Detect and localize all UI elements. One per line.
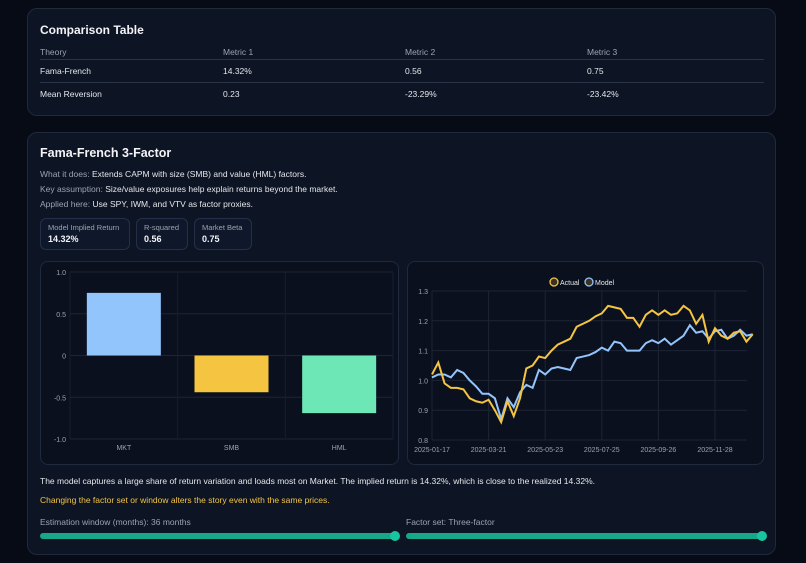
y-tick-label: 1.1 (418, 349, 428, 356)
label: Key assumption: (40, 184, 103, 194)
stat-market-beta: Market Beta 0.75 (194, 218, 252, 250)
comparison-table: Theory Metric 1 Metric 2 Metric 3 Fama-F… (40, 45, 764, 105)
model-title: Fama-French 3-Factor (40, 146, 172, 160)
bar-hml (302, 355, 377, 414)
stat-label: Model Implied Return (48, 223, 120, 232)
cell: -23.42% (587, 88, 619, 99)
stat-label: Market Beta (202, 223, 243, 232)
stat-value: 0.56 (144, 234, 162, 244)
model-card: Fama-French 3-Factor What it does: Exten… (27, 132, 776, 555)
col-header: Metric 2 (405, 45, 587, 60)
cell: 0.23 (223, 88, 240, 99)
stat-label: R-squared (144, 223, 180, 232)
x-tick-label: 2025-01-17 (414, 447, 450, 454)
window-slider-track[interactable] (40, 531, 400, 541)
y-tick-label: -0.5 (54, 395, 66, 402)
actual-vs-model-chart: 1.3 1.2 1.1 1.0 0.9 0.8 2025-01-17 2025-03-21 20… (407, 261, 764, 465)
table-row: Fama-French 14.32% 0.56 0.75 (40, 59, 764, 83)
factor-slider-track[interactable] (406, 531, 767, 541)
factor-label: Factor set: Three-factor (406, 517, 495, 527)
cell: 14.32% (223, 59, 405, 83)
y-tick-label: 1.0 (418, 378, 428, 385)
cell: -23.29% (405, 88, 437, 99)
x-tick-label: 2025-05-23 (527, 447, 563, 454)
series-line-actual (431, 304, 754, 425)
factor-loadings-chart: 1.0 0.5 0 -0.5 -1.0 MKT SMB HML (40, 261, 399, 465)
cell: Mean Reversion (40, 88, 102, 99)
window-label: Estimation window (months): 36 months (40, 517, 191, 527)
stat-value: 14.32% (48, 234, 79, 244)
y-tick-label: 0.5 (56, 312, 66, 319)
col-header: Metric 3 (587, 45, 764, 60)
x-tick-label: 2025-09-26 (640, 447, 676, 454)
legend-label: Model (595, 280, 615, 287)
value: Extends CAPM with size (SMB) and value (… (91, 169, 307, 179)
warning-text: Changing the factor set or window alters… (40, 495, 330, 505)
stat-implied-return: Model Implied Return 14.32% (40, 218, 130, 250)
what-it-does: What it does: Extends CAPM with size (SM… (40, 169, 306, 179)
factor-slider[interactable] (406, 531, 767, 541)
bar-mkt (86, 292, 161, 356)
cell: 0.56 (405, 59, 587, 83)
x-tick-label: MKT (116, 445, 132, 452)
table-row: Mean Reversion 0.23 -23.29% -23.42% (40, 82, 764, 105)
legend-marker-actual (549, 277, 559, 287)
legend-label: Actual (560, 280, 580, 287)
label: Applied here: (40, 199, 91, 209)
x-tick-label: HML (332, 445, 347, 452)
slider-thumb[interactable] (757, 531, 767, 541)
col-header: Metric 1 (223, 45, 405, 60)
legend-marker-model (584, 277, 594, 287)
series-line-model (431, 323, 753, 423)
y-tick-label: 0.8 (418, 438, 428, 445)
summary-text: The model captures a large share of retu… (40, 476, 595, 486)
stat-r-squared: R-squared 0.56 (136, 218, 188, 250)
x-tick-label: SMB (224, 445, 240, 452)
y-tick-label: 1.0 (56, 270, 66, 277)
y-tick-label: 0 (62, 354, 66, 361)
bar-smb (194, 355, 269, 393)
cell: 0.75 (587, 59, 764, 83)
label: What it does: (40, 169, 90, 179)
y-tick-label: -1.0 (54, 437, 66, 444)
applied-here: Applied here: Use SPY, IWM, and VTV as f… (40, 199, 253, 209)
x-tick-label: 2025-11-28 (697, 447, 732, 454)
value: Use SPY, IWM, and VTV as factor proxies. (92, 199, 253, 209)
window-slider[interactable] (40, 531, 400, 541)
cell: Fama-French (40, 59, 223, 83)
x-tick-label: 2025-03-21 (471, 447, 507, 454)
y-tick-label: 1.2 (418, 319, 428, 326)
x-tick-label: 2025-07-25 (584, 447, 620, 454)
col-header: Theory (40, 45, 223, 60)
comparison-card: Comparison Table Theory Metric 1 Metric … (27, 8, 776, 116)
y-tick-label: 0.9 (418, 408, 428, 415)
y-tick-label: 1.3 (418, 289, 428, 296)
key-assumption: Key assumption: Size/value exposures hel… (40, 184, 338, 194)
comparison-title: Comparison Table (40, 23, 144, 37)
stat-value: 0.75 (202, 234, 220, 244)
slider-thumb[interactable] (390, 531, 400, 541)
value: Size/value exposures help explain return… (105, 184, 338, 194)
